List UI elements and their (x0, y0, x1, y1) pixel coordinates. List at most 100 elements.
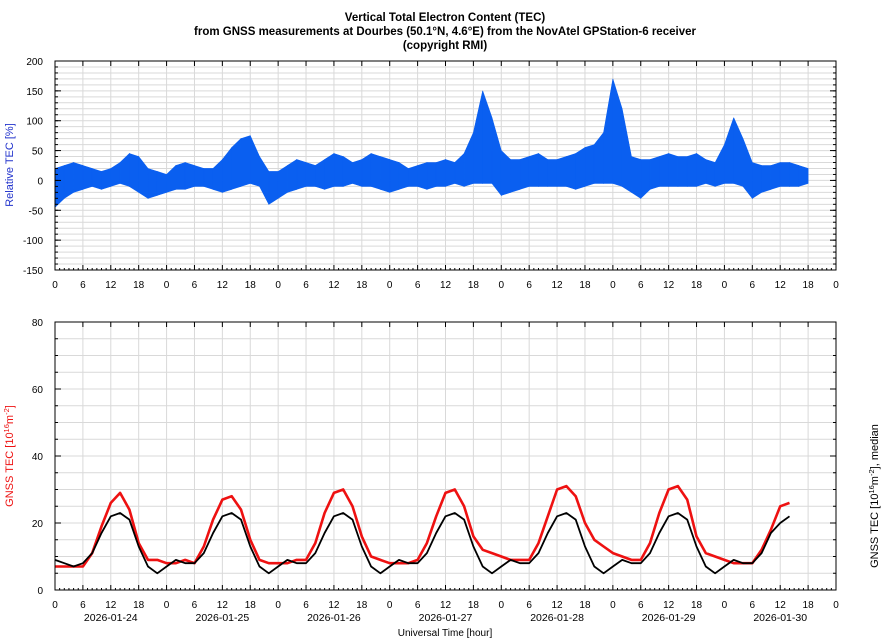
relative-tec-band (705, 159, 716, 187)
x-tick-label: 0 (499, 600, 505, 611)
date-label: 2026-01-25 (195, 612, 249, 624)
x-tick-label: 0 (275, 280, 281, 291)
relative-tec-band (91, 168, 102, 190)
relative-tec-band (500, 149, 511, 196)
relative-tec-band (240, 135, 251, 187)
x-tick-label: 12 (552, 280, 564, 291)
relative-tec-band (324, 153, 335, 190)
x-tick-label: 6 (638, 280, 644, 291)
relative-tec-band (110, 161, 121, 187)
relative-tec-band (612, 78, 623, 187)
relative-tec-band (315, 158, 325, 190)
x-tick-label: 6 (303, 600, 309, 611)
relative-tec-band (473, 90, 483, 184)
relative-tec-band (370, 153, 381, 190)
x-tick-label: 0 (610, 600, 616, 611)
x-tick-label: 6 (192, 280, 198, 291)
gnss-tec-median-line (54, 512, 791, 575)
relative-tec-band (742, 138, 753, 200)
gnss-tec-y2-label-end: ], median (869, 424, 881, 469)
x-tick-label: 18 (356, 280, 368, 291)
x-tick-label: 18 (579, 600, 591, 611)
relative-tec-band (361, 153, 372, 187)
relative-tec-band (249, 135, 260, 187)
relative-tec-band (194, 165, 205, 187)
gnss-tec-y-label-exp: 16 (2, 424, 11, 432)
gnss-tec-y2-axis-label: GNSS TEC [1016m-2], median (867, 424, 881, 568)
gnss-tec-y2-label-main: GNSS TEC [10 (869, 494, 881, 568)
relative-tec-band (463, 132, 474, 187)
gnss-tec-x-ticks: 0 6 12 18 0 6 12 18 0 6 12 18 0 6 12 18 0 6 12 18 0 6 12 18 0 6 12… (52, 322, 839, 611)
gnss-tec-date-labels: 2026-01-24 2026-01-25 2026-01-26 2026-01-27… (84, 612, 807, 624)
x-tick-label: 0 (610, 280, 616, 291)
x-tick-label: 0 (275, 600, 281, 611)
relative-tec-band (435, 159, 446, 187)
gnss-tec-series (54, 484, 791, 575)
x-tick-label: 6 (80, 600, 86, 611)
chart-title-line3: (copyright RMI) (403, 40, 487, 52)
x-tick-label: 12 (440, 600, 452, 611)
x-tick-label: 12 (775, 280, 787, 291)
relative-tec-y-ticks: 200 150 100 50 0 -50 -100 -150 (23, 57, 836, 277)
x-tick-label: 12 (775, 600, 787, 611)
x-tick-label: 12 (440, 280, 452, 291)
x-tick-label: 18 (803, 280, 815, 291)
x-tick-label: 0 (722, 600, 728, 611)
y-tick-label: 0 (37, 176, 43, 187)
x-tick-label: 18 (245, 280, 257, 291)
relative-tec-band (184, 162, 195, 190)
x-tick-label: 12 (217, 280, 229, 291)
relative-tec-band (733, 117, 744, 187)
x-tick-label: 18 (468, 280, 480, 291)
relative-tec-band (175, 162, 186, 190)
relative-tec-band (686, 153, 697, 187)
relative-tec-band (380, 156, 391, 193)
x-tick-label: 6 (303, 280, 309, 291)
relative-tec-band (147, 168, 158, 199)
gnss-tec-y2-label-unit: m (869, 476, 881, 485)
relative-tec-band (203, 168, 214, 190)
x-tick-label: 6 (192, 600, 198, 611)
gnss-tec-line (55, 484, 790, 568)
relative-tec-band (277, 164, 288, 199)
relative-tec-band (659, 153, 669, 187)
x-tick-label: 18 (245, 600, 257, 611)
relative-tec-band (268, 171, 279, 205)
relative-tec-band (677, 156, 688, 187)
relative-tec-band (156, 171, 167, 196)
x-tick-label: 6 (80, 280, 86, 291)
x-tick-label: 18 (691, 280, 703, 291)
x-tick-label: 6 (526, 280, 532, 291)
relative-tec-band (296, 159, 307, 190)
relative-tec-x-ticks: 0 6 12 18 0 6 12 18 0 6 12 18 0 6 12 18 0 6 12 18 0 6 12 18 0 6 12… (52, 61, 839, 291)
relative-tec-band (538, 153, 549, 187)
relative-tec-band (389, 159, 400, 193)
relative-tec-band (547, 159, 558, 187)
gnss-tec-y-label-end: ] (4, 405, 16, 408)
x-tick-label: 6 (415, 280, 421, 291)
x-tick-label: 12 (663, 280, 675, 291)
relative-tec-band (491, 117, 502, 197)
date-label: 2026-01-28 (530, 612, 584, 624)
relative-tec-band (445, 159, 456, 187)
x-tick-label: 12 (328, 600, 340, 611)
relative-tec-band (593, 131, 604, 184)
y-tick-label: 50 (32, 147, 44, 158)
relative-tec-band (342, 155, 353, 187)
x-tick-label: 0 (722, 280, 728, 291)
relative-tec-band (333, 153, 344, 187)
x-tick-label: 18 (356, 600, 368, 611)
relative-tec-band (82, 165, 93, 190)
relative-tec-band (761, 165, 772, 193)
relative-tec-band (408, 165, 418, 187)
y-tick-label: -100 (23, 236, 43, 247)
x-tick-label: 6 (526, 600, 532, 611)
gnss-tec-x-axis-label: Universal Time [hour] (398, 628, 493, 639)
y-tick-label: 60 (32, 385, 44, 396)
gnss-tec-y-label-unit-exp: -2 (2, 408, 11, 415)
x-tick-label: 0 (499, 280, 505, 291)
relative-tec-y-axis-label: Relative TEC [%] (4, 123, 16, 207)
y-tick-label: 40 (32, 452, 44, 463)
relative-tec-band (101, 168, 112, 190)
